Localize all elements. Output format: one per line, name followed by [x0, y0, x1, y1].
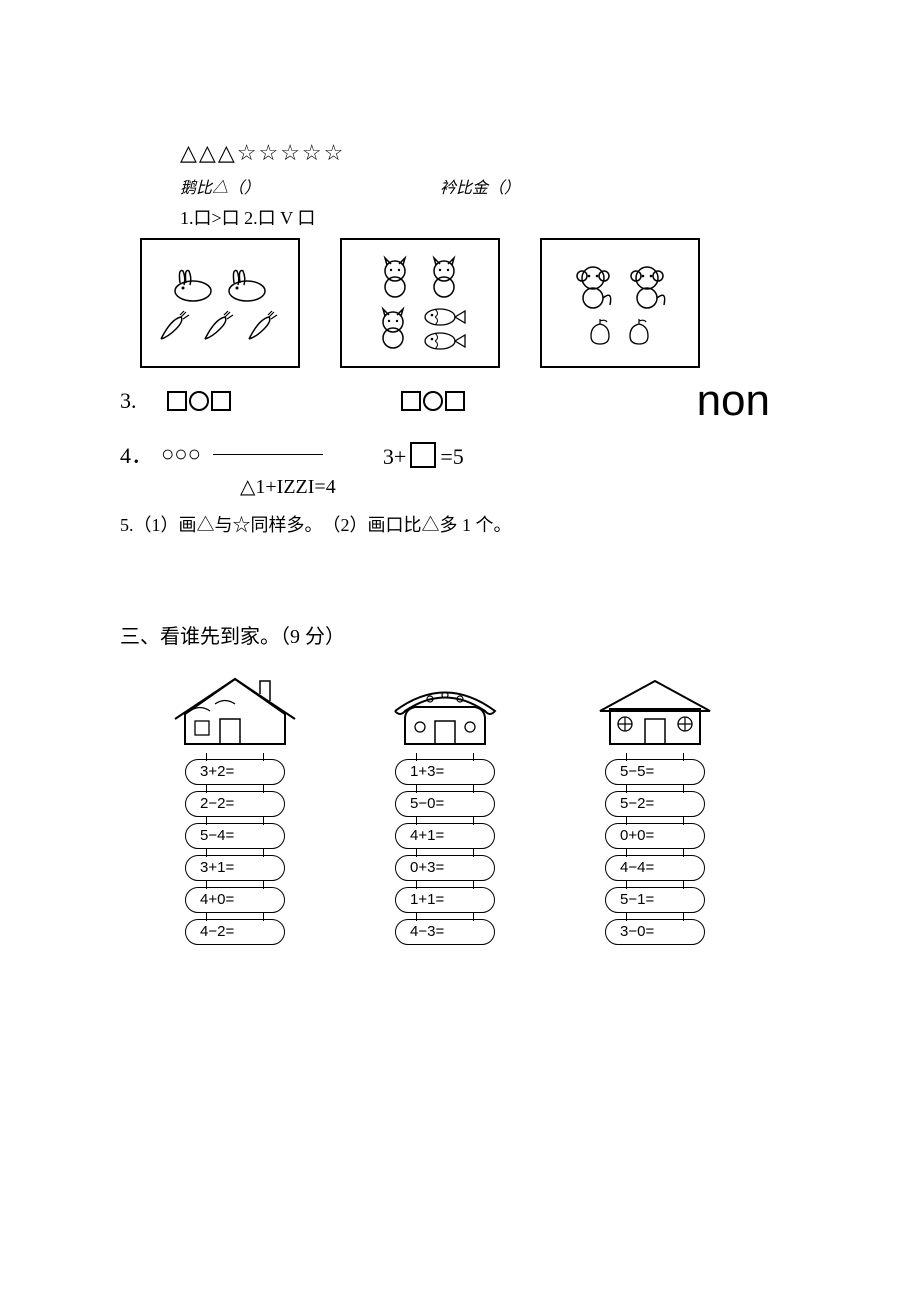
compare-left: 鹅比△（） [180, 174, 260, 198]
math-step: 0+3= [395, 855, 495, 881]
rabbit-icon [222, 263, 272, 303]
picture-boxes [120, 238, 800, 368]
cat-icon [371, 306, 416, 351]
houses-row: 3+2= 2−2= 5−4= 3+1= 4+0= 4−2= 1+3= 5−0= … [120, 669, 800, 945]
answer-box [410, 442, 436, 468]
cat-icon [422, 255, 467, 300]
monkey-peach-box [540, 238, 700, 368]
fish-icon [420, 330, 470, 352]
compare-right: 衿比金（） [440, 174, 520, 198]
q3-label: 3. [120, 388, 137, 414]
house-icon [165, 669, 305, 749]
q4-label: 4． [120, 438, 153, 470]
math-step: 4−2= [185, 919, 285, 945]
math-step: 0+0= [605, 823, 705, 849]
box-circle-box [167, 391, 231, 411]
rabbit-icon [168, 263, 218, 303]
math-step: 5−0= [395, 791, 495, 817]
math-step: 3+1= [185, 855, 285, 881]
question-3-row: 3. non [120, 376, 800, 426]
math-step: 4+1= [395, 823, 495, 849]
carrot-icon [156, 309, 196, 344]
q4-equation: 3+ =5 [383, 438, 464, 470]
carrot-icon [244, 309, 284, 344]
carrot-icon [200, 309, 240, 344]
math-step: 3−0= [605, 919, 705, 945]
ladder-2: 1+3= 5−0= 4+1= 0+3= 1+1= 4−3= [395, 759, 495, 945]
math-step: 5−1= [605, 887, 705, 913]
cat-fish-box [340, 238, 500, 368]
math-step: 2−2= [185, 791, 285, 817]
math-step: 4−4= [605, 855, 705, 881]
answer-line [213, 454, 323, 455]
question-1-2: 1.口>口 2.口 V 口 [120, 204, 800, 230]
eq-suffix: =5 [440, 444, 463, 470]
question-4-row: 4． ○○○ 3+ =5 [120, 438, 800, 470]
box-circle-box [401, 391, 465, 411]
rabbit-carrot-box [140, 238, 300, 368]
q4-circles: ○○○ [161, 441, 201, 467]
house-column-2: 1+3= 5−0= 4+1= 0+3= 1+1= 4−3= [360, 669, 530, 945]
q4-subline: △1+IZZI=4 [120, 474, 800, 499]
math-step: 5−2= [605, 791, 705, 817]
house-column-1: 3+2= 2−2= 5−4= 3+1= 4+0= 4−2= [150, 669, 320, 945]
cat-icon [373, 255, 418, 300]
monkey-icon [568, 260, 618, 310]
house-icon [375, 669, 515, 749]
fish-icon [420, 306, 470, 328]
question-5: 5.（1）画△与☆同样多。 （2）画口比△多 1 个。 [120, 511, 800, 540]
ladder-3: 5−5= 5−2= 0+0= 4−4= 5−1= 3−0= [605, 759, 705, 945]
monkey-icon [622, 260, 672, 310]
peach-icon [583, 316, 618, 346]
non-text: non [697, 376, 770, 426]
math-step: 5−5= [605, 759, 705, 785]
house-column-3: 5−5= 5−2= 0+0= 4−4= 5−1= 3−0= [570, 669, 740, 945]
compare-prompts: 鹅比△（） 衿比金（） [120, 174, 800, 198]
math-step: 1+3= [395, 759, 495, 785]
math-step: 3+2= [185, 759, 285, 785]
math-step: 1+1= [395, 887, 495, 913]
math-step: 5−4= [185, 823, 285, 849]
symbols-line: △△△☆☆☆☆☆ [120, 140, 800, 166]
math-step: 4+0= [185, 887, 285, 913]
ladder-1: 3+2= 2−2= 5−4= 3+1= 4+0= 4−2= [185, 759, 285, 945]
peach-icon [622, 316, 657, 346]
section-3-heading: 三、看谁先到家。（9 分） [120, 620, 800, 649]
eq-prefix: 3+ [383, 444, 406, 470]
house-icon [585, 669, 725, 749]
math-step: 4−3= [395, 919, 495, 945]
